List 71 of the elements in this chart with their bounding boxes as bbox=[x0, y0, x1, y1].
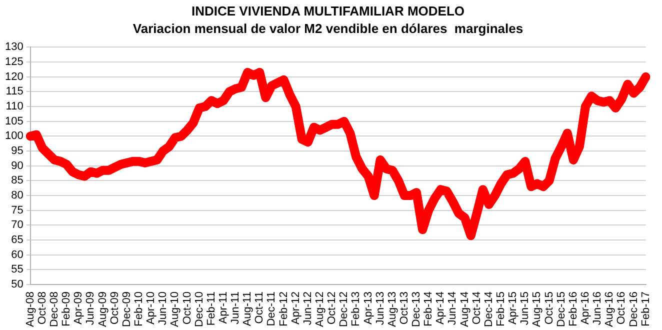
x-tick-label: Aug-14 bbox=[458, 292, 471, 328]
y-tick-label: 115 bbox=[6, 86, 24, 98]
x-tick-label: Apr-11 bbox=[217, 292, 230, 324]
chart-title: INDICE VIVIENDA MULTIFAMILIAR MODELO bbox=[192, 3, 464, 18]
y-tick-label: 60 bbox=[11, 248, 24, 261]
x-tick-label: Aug-16 bbox=[604, 292, 616, 328]
x-tick-label: Feb-14 bbox=[422, 292, 435, 326]
x-tick-label: Dec-15 bbox=[555, 292, 568, 327]
x-tick-label: Dec-13 bbox=[410, 292, 423, 327]
x-tick-label: Feb-10 bbox=[132, 292, 145, 326]
x-tick-label: Jun-11 bbox=[230, 292, 242, 324]
x-tick-label: Dec-12 bbox=[338, 292, 350, 327]
x-tick-label: Apr-13 bbox=[362, 292, 374, 325]
x-tick-label: Dec-14 bbox=[482, 292, 495, 327]
y-tick-label: 55 bbox=[11, 264, 24, 276]
x-tick-label: Aug-13 bbox=[386, 292, 398, 328]
x-tick-label: Apr-10 bbox=[145, 292, 158, 325]
x-tick-label: Apr-09 bbox=[72, 292, 85, 325]
x-tick-label: Oct-11 bbox=[254, 292, 266, 324]
x-tick-label: Apr-16 bbox=[579, 292, 592, 325]
y-tick-label: 80 bbox=[11, 190, 24, 202]
x-tick-label: Oct-10 bbox=[181, 292, 194, 325]
x-tick-label: Oct-13 bbox=[398, 292, 410, 325]
x-tick-label: Jun-13 bbox=[374, 292, 386, 326]
x-tick-label: Dec-09 bbox=[120, 292, 133, 327]
y-tick-label: 85 bbox=[11, 174, 24, 187]
y-tick-label: 120 bbox=[4, 70, 24, 83]
x-tick-label: Jun-16 bbox=[592, 292, 604, 326]
x-tick-label: Jun-12 bbox=[302, 292, 314, 326]
y-tick-label: 125 bbox=[4, 56, 24, 68]
x-tick-label: Jun-09 bbox=[84, 292, 97, 326]
x-tick-label: Aug-09 bbox=[96, 292, 109, 328]
x-tick-label: Aug-15 bbox=[531, 292, 544, 328]
x-tick-label: Oct-16 bbox=[616, 292, 628, 325]
y-tick-label: 105 bbox=[4, 115, 24, 128]
x-tick-label: Feb-16 bbox=[567, 292, 580, 326]
x-tick-label: Oct-08 bbox=[36, 292, 48, 325]
x-tick-label: Aug-11 bbox=[242, 292, 254, 326]
y-tick-label: 70 bbox=[11, 219, 24, 232]
x-tick-label: Apr-14 bbox=[434, 292, 447, 325]
y-tick-label: 130 bbox=[4, 41, 24, 54]
y-tick-label: 95 bbox=[11, 145, 24, 158]
x-tick-label: Oct-14 bbox=[470, 292, 483, 325]
x-tick-label: Aug-10 bbox=[169, 292, 182, 328]
x-tick-label: Dec-16 bbox=[628, 292, 640, 327]
x-tick-label: Oct-15 bbox=[543, 292, 556, 325]
x-tick-label: Feb-09 bbox=[60, 292, 73, 326]
x-tick-label: Feb-12 bbox=[278, 292, 290, 326]
x-tick-label: Oct-09 bbox=[108, 292, 121, 325]
y-tick-label: 50 bbox=[11, 278, 24, 291]
x-tick-label: Aug-12 bbox=[314, 292, 326, 328]
x-tick-label: Jun-15 bbox=[519, 292, 532, 326]
x-tick-label: Apr-12 bbox=[290, 292, 302, 325]
x-tick-label: Dec-11 bbox=[266, 292, 278, 326]
x-tick-label: Feb-11 bbox=[205, 292, 218, 326]
x-tick-label: Aug-08 bbox=[24, 292, 36, 328]
y-tick-label: 100 bbox=[4, 130, 24, 142]
x-tick-label: Feb-17 bbox=[640, 292, 652, 326]
x-tick-label: Jun-14 bbox=[446, 292, 459, 326]
y-tick-label: 90 bbox=[11, 160, 24, 172]
y-tick-label: 75 bbox=[11, 204, 24, 216]
x-tick-label: Dec-10 bbox=[193, 292, 206, 327]
x-tick-label: Apr-15 bbox=[507, 292, 520, 325]
y-tick-label: 110 bbox=[6, 100, 24, 113]
y-tick-label: 65 bbox=[11, 234, 24, 246]
x-tick-label: Dec-08 bbox=[48, 292, 61, 327]
x-tick-label: Feb-13 bbox=[350, 292, 362, 326]
x-tick-label: Oct-12 bbox=[326, 292, 338, 325]
chart-subtitle: Variacion mensual de valor M2 vendible en dólares marginales bbox=[132, 20, 524, 36]
x-tick-label: Feb-15 bbox=[495, 292, 508, 326]
x-tick-label: Jun-10 bbox=[157, 292, 170, 326]
